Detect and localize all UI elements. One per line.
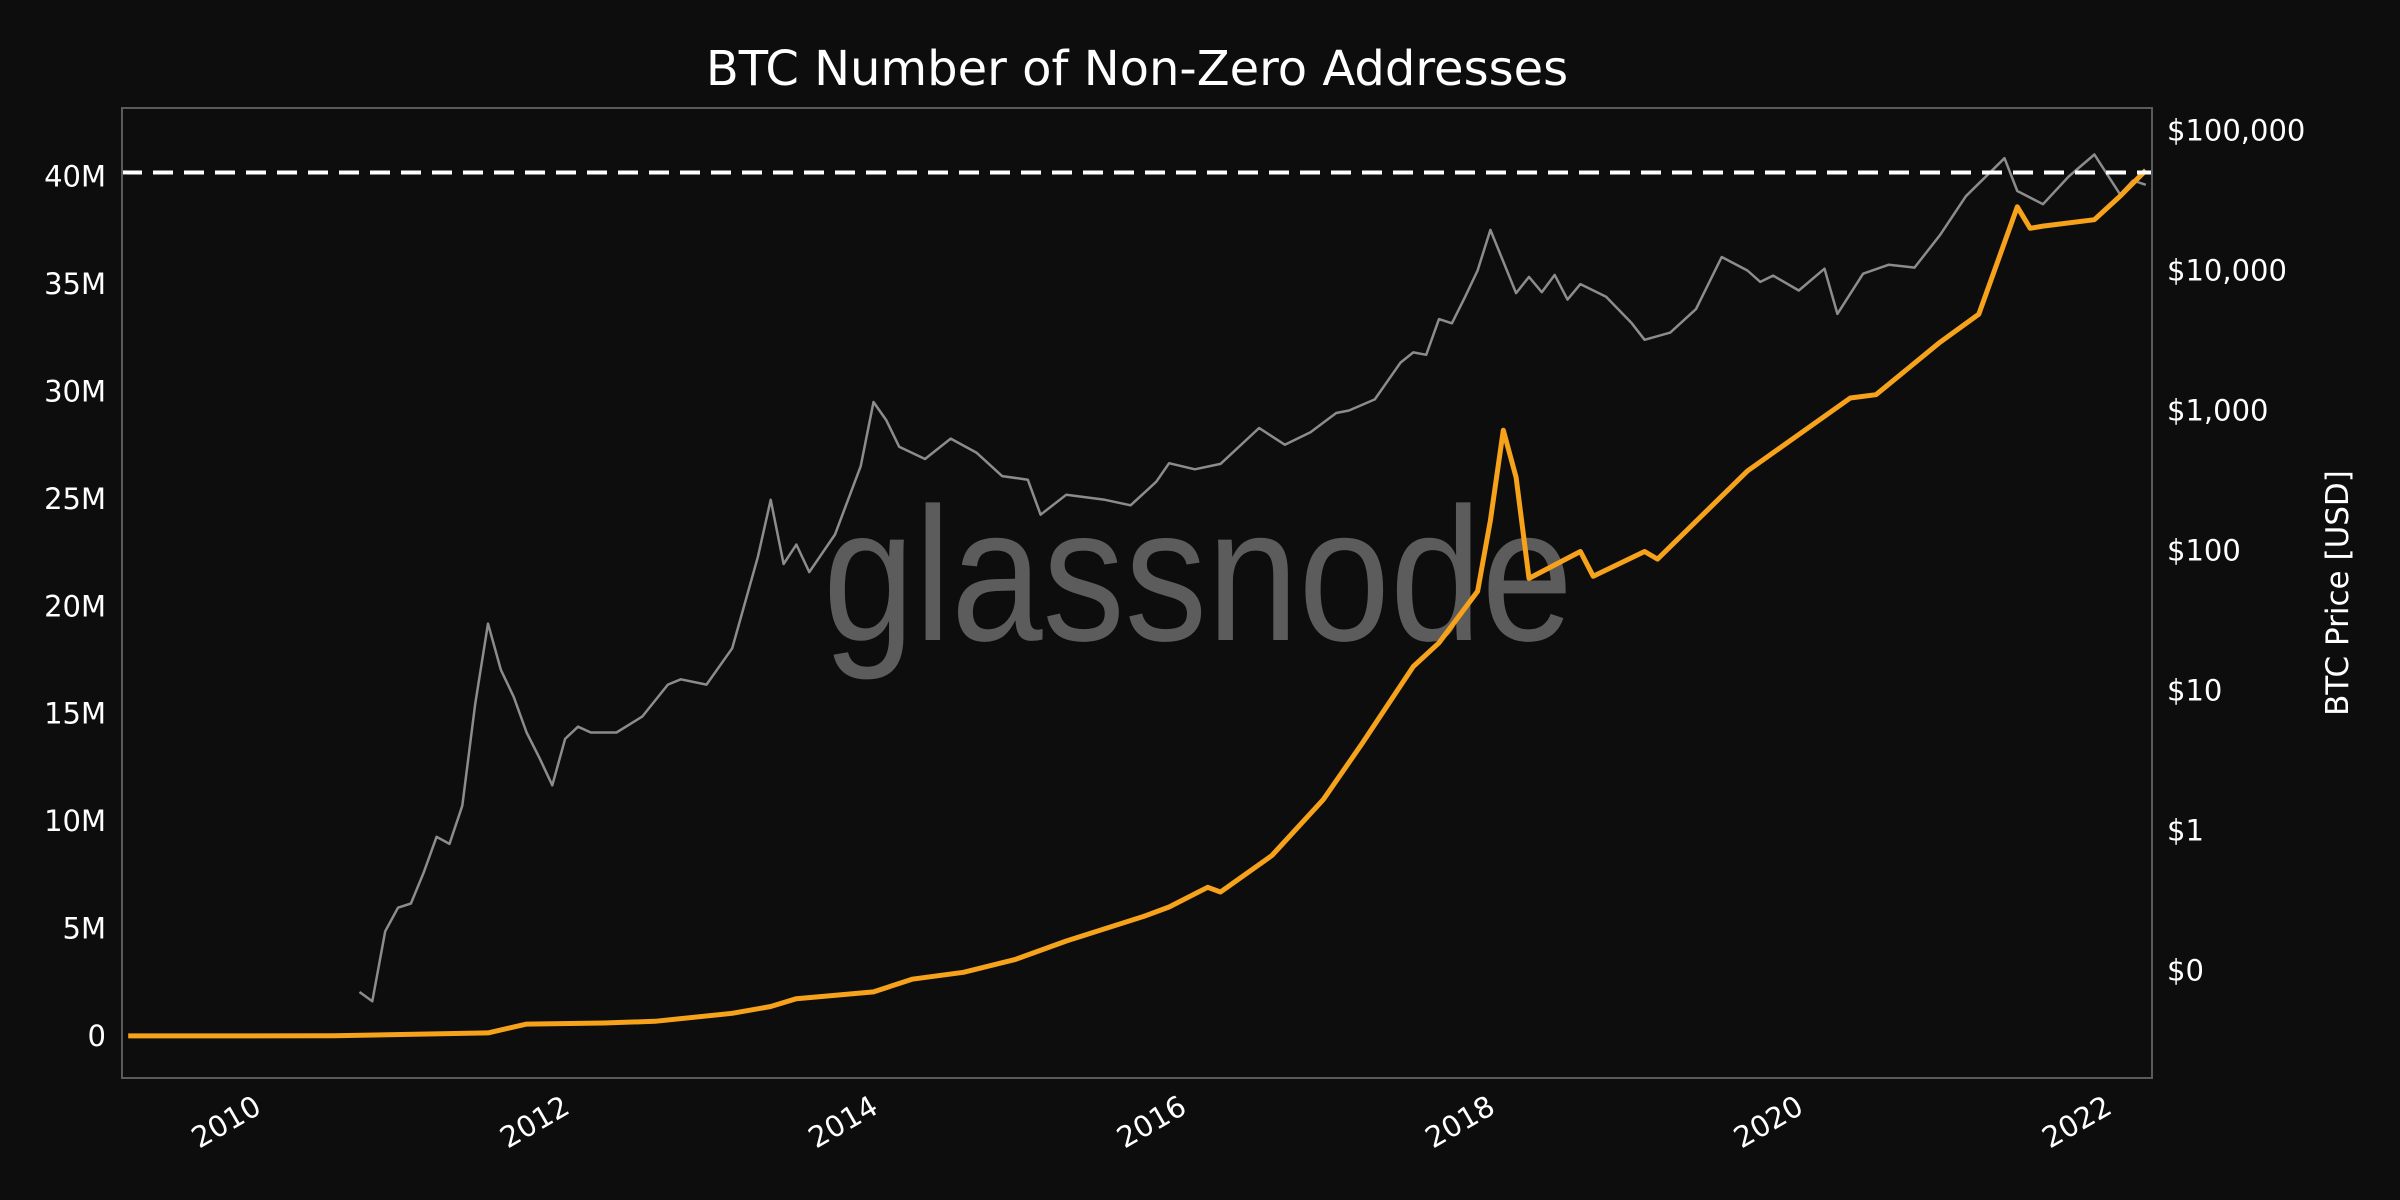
left-tick-label: 15M <box>44 697 106 731</box>
right-tick-label: $100 <box>2167 533 2241 567</box>
non-zero-addresses-line <box>128 168 2148 1039</box>
right-tick-label: $10 <box>2167 673 2222 707</box>
btc-price-line <box>358 153 2147 1003</box>
right-tick-label: $100,000 <box>2167 114 2305 148</box>
left-axis: 0 5M 10M 15M 20M 25M 30M 35M 40M <box>44 160 106 1053</box>
right-tick-label: $1,000 <box>2167 393 2268 427</box>
right-tick-label: $0 <box>2167 953 2204 987</box>
left-tick-label: 40M <box>44 160 106 194</box>
left-tick-label: 20M <box>44 589 106 623</box>
right-tick-label: $10,000 <box>2167 254 2287 288</box>
right-axis-label: BTC Price [USD] <box>2320 470 2356 716</box>
left-tick-label: 10M <box>44 804 106 838</box>
right-tick-label: $1 <box>2167 813 2204 847</box>
left-tick-label: 30M <box>44 375 106 409</box>
chart-title: BTC Number of Non-Zero Addresses <box>706 41 1568 97</box>
left-tick-label: 0 <box>88 1019 106 1053</box>
plot-frame <box>121 107 2153 1079</box>
right-axis: $0 $1 $10 $100 $1,000 $10,000 $100,000 <box>2167 114 2305 988</box>
watermark-logo: glassnode <box>823 469 1573 681</box>
left-tick-label: 5M <box>63 912 106 946</box>
left-tick-label: 25M <box>44 482 106 516</box>
series-layer <box>128 153 2148 1039</box>
left-tick-label: 35M <box>44 267 106 301</box>
